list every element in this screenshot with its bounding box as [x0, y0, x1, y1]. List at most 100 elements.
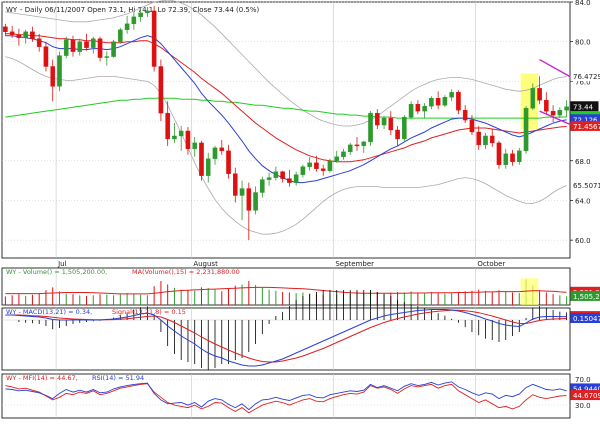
candle-body: [246, 188, 252, 211]
candle: [226, 144, 231, 179]
candle-body: [314, 162, 319, 169]
osc-value-box: [570, 390, 600, 401]
volume-value-text: 1,505,20: [573, 293, 600, 301]
candle-body: [266, 177, 272, 180]
candle: [483, 132, 488, 149]
candle: [557, 107, 563, 119]
candle: [104, 51, 110, 66]
price-value-text: 65.5071: [573, 182, 600, 190]
candle-body: [435, 98, 441, 106]
price-tick-label: 84.0: [575, 0, 591, 7]
candle-body: [84, 41, 89, 48]
candle-body: [388, 117, 394, 131]
candle-body: [456, 92, 461, 111]
candle-body: [374, 112, 380, 126]
price-value-label: 71.4567: [570, 120, 600, 131]
candle-body: [23, 31, 28, 38]
price-value-box: [570, 71, 600, 82]
candle: [124, 15, 130, 34]
candle: [456, 90, 461, 115]
price-tick-label: 80.0: [575, 39, 591, 47]
candle: [381, 116, 387, 130]
candle: [354, 136, 360, 151]
candle: [219, 139, 225, 155]
price-tick-label: 68.0: [575, 158, 591, 166]
candle: [415, 100, 421, 115]
osc-value-label: 44.6709: [570, 390, 600, 401]
candle-body: [273, 171, 279, 178]
candle-body: [124, 23, 130, 30]
month-label-august: August: [193, 260, 218, 268]
candle: [16, 28, 22, 46]
candle-body: [260, 179, 265, 193]
candle: [537, 76, 542, 105]
candle-body: [63, 39, 69, 56]
candle: [429, 96, 434, 110]
candle-body: [320, 168, 326, 171]
candle-body: [422, 105, 427, 112]
candle-body: [368, 112, 373, 143]
upper-band-line: [5, 0, 567, 127]
candle: [3, 23, 8, 36]
candle: [496, 140, 502, 169]
candle-body: [496, 142, 502, 165]
candle-body: [219, 147, 225, 152]
candle: [280, 170, 285, 183]
candle: [205, 152, 211, 183]
candle-body: [334, 156, 340, 161]
candle: [50, 59, 56, 102]
candle: [185, 127, 191, 155]
candle-body: [402, 116, 407, 140]
candle-body: [347, 144, 353, 153]
candle: [165, 101, 170, 146]
candle-body: [415, 104, 421, 112]
macd-value-text: 0.150472: [573, 315, 600, 323]
candle: [70, 35, 76, 57]
candle: [395, 126, 400, 146]
candle-body: [36, 38, 42, 47]
candle-body: [442, 97, 448, 106]
candle: [435, 91, 441, 110]
candle: [138, 9, 143, 22]
month-label-september: September: [335, 260, 374, 268]
trend-arrow-0: [539, 58, 572, 79]
candle: [172, 123, 177, 143]
candle: [334, 150, 340, 163]
price-value-text: 73.44: [573, 103, 594, 111]
osc-value-text: 54.9440: [573, 385, 600, 393]
candle: [36, 33, 42, 52]
candle-body: [550, 110, 556, 116]
candle-body: [287, 178, 292, 183]
candle-body: [300, 166, 306, 175]
candle: [516, 147, 522, 165]
price-value-text: 76.4729: [573, 73, 600, 81]
candle-body: [178, 130, 184, 137]
candle-body: [361, 141, 367, 147]
osc-tick-label: 30.0: [575, 402, 591, 410]
volume-ma-line: [5, 286, 567, 295]
candle-body: [212, 147, 218, 159]
price-value-label: 76.4729: [570, 71, 600, 82]
candle-body: [185, 130, 191, 150]
osc-value-text: 44.6709: [573, 392, 600, 400]
candle-body: [57, 55, 62, 87]
candle-body: [489, 135, 495, 144]
macd-legend-signal: Signal(13,21,8) = 0.15: [112, 308, 186, 316]
candle: [178, 126, 184, 151]
candle: [402, 115, 407, 141]
price-header: WY - Daily 06/11/2007 Open 73.1, Hi 74.1,…: [6, 6, 260, 14]
candle: [266, 172, 272, 186]
candle: [192, 136, 198, 157]
candle: [84, 33, 89, 51]
candle: [246, 182, 252, 241]
candle-body: [239, 188, 245, 196]
candle-body: [537, 88, 542, 101]
osc-legend: WY - MFI(14) = 44.67, RSI(14) = 51.94: [6, 374, 144, 382]
volume-legend: WY - Volume() = 1,505,200.00, MA(Volume()…: [6, 268, 240, 276]
candle-body: [564, 106, 569, 111]
lower-band-line: [5, 56, 567, 235]
candle: [462, 105, 468, 124]
candle: [361, 140, 367, 153]
candle-body: [192, 142, 198, 150]
